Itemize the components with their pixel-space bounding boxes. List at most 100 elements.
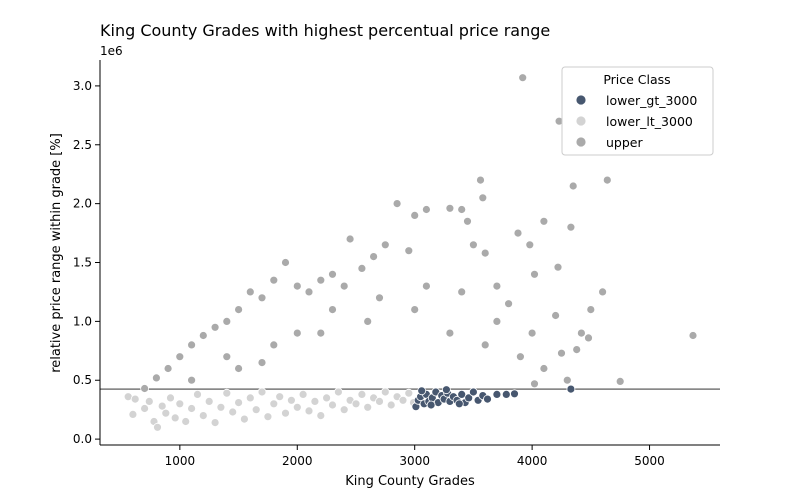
data-point-lower_gt_3000	[454, 399, 464, 409]
data-point-lower_lt_3000	[380, 387, 390, 397]
data-point-lower_lt_3000	[375, 396, 384, 406]
data-point-upper	[457, 205, 467, 214]
data-point-lower_lt_3000	[130, 394, 140, 404]
data-point-upper	[269, 340, 279, 350]
data-point-lower_lt_3000	[175, 399, 185, 409]
data-point-upper	[222, 316, 232, 326]
data-point-upper	[492, 316, 502, 326]
data-point-upper	[463, 216, 472, 226]
data-point-lower_gt_3000	[566, 384, 576, 394]
data-point-upper	[478, 193, 488, 203]
data-point-lower_gt_3000	[492, 389, 502, 399]
data-point-lower_lt_3000	[128, 409, 138, 419]
legend-title: Price Class	[603, 72, 670, 87]
data-point-upper	[222, 352, 232, 362]
data-point-upper	[410, 305, 420, 315]
data-point-upper	[457, 287, 467, 297]
data-point-upper	[584, 333, 593, 343]
data-point-upper	[480, 340, 490, 350]
data-point-upper	[316, 328, 326, 338]
x-tick-label: 5000	[634, 454, 665, 468]
legend-marker-upper	[575, 136, 587, 148]
y-offset-label: 1e6	[100, 44, 123, 58]
data-point-lower_lt_3000	[298, 389, 308, 399]
data-point-lower_lt_3000	[357, 389, 367, 399]
data-point-lower_gt_3000	[464, 393, 474, 403]
data-point-upper	[562, 375, 572, 385]
data-point-lower_lt_3000	[275, 392, 285, 402]
data-point-upper	[476, 175, 485, 185]
data-point-upper	[539, 364, 549, 373]
data-point-upper	[357, 263, 367, 273]
data-point-lower_lt_3000	[263, 412, 273, 422]
chart-title: King County Grades with highest percentu…	[100, 21, 550, 40]
x-tick-label: 4000	[517, 454, 548, 468]
data-point-lower_lt_3000	[198, 411, 208, 421]
data-point-upper	[234, 305, 244, 315]
data-point-lower_lt_3000	[257, 387, 267, 397]
data-point-upper	[557, 348, 566, 358]
data-point-upper	[516, 352, 525, 362]
data-point-lower_gt_3000	[510, 389, 519, 399]
y-tick-label: 1.0	[73, 314, 92, 328]
x-axis-label: King County Grades	[345, 474, 475, 489]
data-point-upper	[468, 240, 478, 250]
y-tick-label: 2.0	[73, 197, 92, 211]
data-point-upper	[525, 240, 535, 250]
x-tick-label: 3000	[399, 454, 430, 468]
data-point-upper	[445, 328, 455, 338]
data-point-lower_lt_3000	[187, 404, 197, 413]
data-point-lower_lt_3000	[144, 396, 154, 406]
data-point-lower_gt_3000	[468, 387, 478, 397]
data-point-upper	[566, 222, 576, 232]
data-point-upper	[421, 205, 431, 214]
data-point-lower_lt_3000	[404, 388, 414, 398]
data-point-upper	[410, 210, 420, 220]
data-point-lower_lt_3000	[386, 400, 396, 410]
legend-label-upper: upper	[606, 135, 643, 150]
data-point-upper	[577, 328, 586, 338]
data-point-upper	[551, 311, 560, 320]
data-point-lower_lt_3000	[153, 422, 162, 432]
legend-label-lower_gt_3000: lower_gt_3000	[606, 93, 697, 108]
data-point-lower_lt_3000	[222, 388, 232, 398]
data-point-lower_gt_3000	[501, 389, 511, 399]
data-point-upper	[316, 275, 326, 285]
data-point-upper	[257, 293, 267, 303]
x-ticks: 1000 2000 3000 4000 5000	[165, 445, 665, 468]
data-point-upper	[492, 281, 502, 291]
data-point-upper	[257, 358, 267, 368]
data-point-lower_lt_3000	[251, 405, 261, 415]
data-point-upper	[513, 228, 523, 238]
data-point-upper	[375, 293, 384, 303]
data-point-lower_gt_3000	[417, 386, 427, 396]
data-point-upper	[615, 376, 625, 386]
data-point-upper	[234, 364, 244, 373]
data-point-lower_lt_3000	[239, 414, 249, 424]
data-point-upper	[602, 175, 612, 185]
legend-box	[561, 66, 714, 156]
x-tick-label: 2000	[282, 454, 313, 468]
data-point-lower_lt_3000	[210, 418, 220, 428]
data-point-upper	[688, 331, 698, 340]
data-point-upper	[269, 275, 279, 285]
data-point-lower_lt_3000	[351, 399, 361, 409]
y-ticks: 0.0 0.5 1.0 1.5 2.0 2.5 3.0	[73, 79, 100, 446]
data-point-lower_lt_3000	[281, 408, 290, 418]
data-point-upper	[245, 287, 255, 297]
data-point-lower_gt_3000	[441, 385, 451, 395]
legend: Price Class lower_gt_3000 lower_lt_3000up…	[561, 66, 714, 156]
data-point-lower_lt_3000	[269, 399, 279, 409]
data-point-lower_lt_3000	[216, 402, 226, 412]
y-tick-label: 1.5	[73, 256, 92, 270]
data-point-upper	[151, 373, 161, 383]
data-point-lower_gt_3000	[483, 394, 492, 404]
data-point-upper	[598, 287, 607, 297]
data-point-upper	[421, 281, 431, 291]
data-point-upper	[586, 305, 596, 315]
data-point-upper	[328, 269, 337, 279]
data-point-lower_lt_3000	[322, 393, 332, 403]
data-point-upper	[339, 281, 349, 291]
y-tick-label: 3.0	[73, 79, 92, 93]
